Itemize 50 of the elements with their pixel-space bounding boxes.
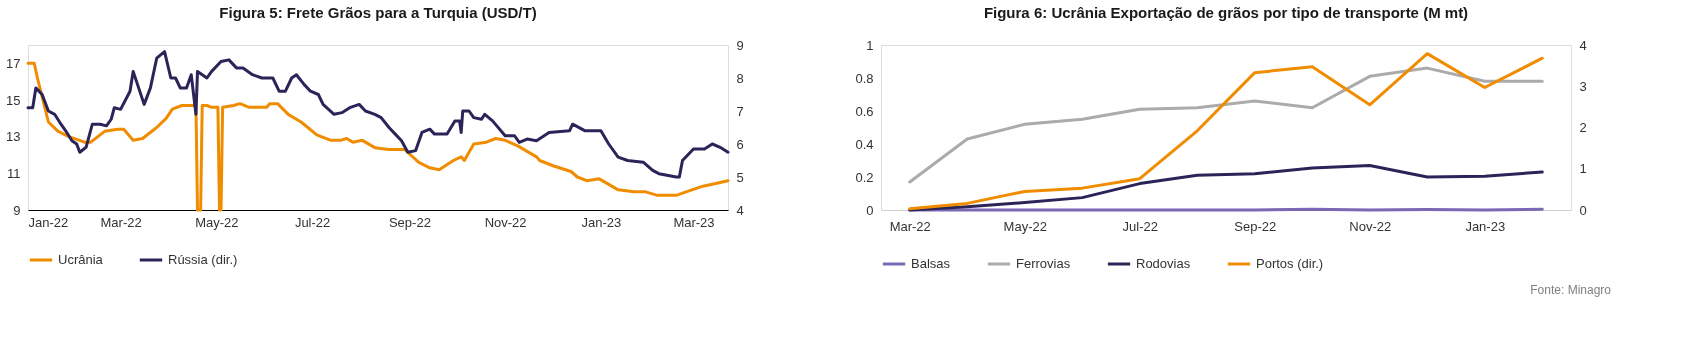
y2-tick-label: 7 xyxy=(736,103,744,119)
x-tick-label: Jul-22 xyxy=(294,214,331,230)
x-tick-label: Sep-22 xyxy=(1234,218,1277,234)
x-tick-label: Jul-22 xyxy=(1122,218,1158,234)
x-tick-label: Jan-23 xyxy=(581,214,622,230)
y-tick-label: 13 xyxy=(6,129,21,145)
source-note: Fonte: Minagro xyxy=(1530,283,1612,297)
y-tick-label: 0.2 xyxy=(855,169,874,185)
chart-title: Figura 5: Frete Grãos para a Turquia (USD/T) xyxy=(219,4,537,21)
y2-tick-label: 4 xyxy=(1579,37,1587,53)
line-series xyxy=(908,52,1544,211)
line-series xyxy=(908,163,1544,212)
y2-tick-label: 0 xyxy=(1579,202,1587,218)
chart-title: Figura 6: Ucrânia Exportação de grãos por tipo de transporte (M mt) xyxy=(983,4,1469,21)
y-tick-label: 17 xyxy=(6,55,21,71)
x-tick-label: Nov-22 xyxy=(484,214,527,230)
x-tick-label: May-22 xyxy=(1003,218,1047,234)
line-series xyxy=(908,66,1544,184)
y-tick-label: 1 xyxy=(866,37,874,53)
y2-tick-label: 1 xyxy=(1579,161,1587,177)
y-tick-label: 9 xyxy=(13,202,21,218)
x-tick-label: Nov-22 xyxy=(1349,218,1392,234)
legend-label: Rodovias xyxy=(1136,256,1191,271)
line-series xyxy=(26,50,730,179)
legend-label: Ucrânia xyxy=(58,252,104,267)
x-tick-label: Mar-22 xyxy=(100,214,142,230)
x-tick-label: Jan-23 xyxy=(1465,218,1506,234)
y-tick-label: 11 xyxy=(7,165,21,181)
y-tick-label: 0.6 xyxy=(855,103,874,119)
x-tick-label: Mar-23 xyxy=(673,214,715,230)
y-tick-label: 15 xyxy=(6,92,21,108)
legend-label: Balsas xyxy=(911,256,951,271)
y-tick-label: 0.4 xyxy=(855,136,874,152)
y2-tick-label: 4 xyxy=(736,202,744,218)
y2-tick-label: 9 xyxy=(736,37,744,53)
x-tick-label: Jan-22 xyxy=(28,214,69,230)
x-tick-label: Mar-22 xyxy=(889,218,931,234)
x-tick-label: Sep-22 xyxy=(388,214,431,230)
y-tick-label: 0.8 xyxy=(855,70,874,86)
x-tick-label: May-22 xyxy=(195,214,239,230)
y2-tick-label: 3 xyxy=(1579,78,1587,94)
y2-tick-label: 2 xyxy=(1579,120,1587,135)
y-tick-label: 0 xyxy=(866,202,874,218)
legend-label: Rússia (dir.) xyxy=(168,252,238,267)
y2-tick-label: 8 xyxy=(736,70,744,86)
legend-label: Portos (dir.) xyxy=(1256,256,1324,271)
line-series xyxy=(26,61,730,212)
y2-tick-label: 6 xyxy=(736,136,744,152)
y2-tick-label: 5 xyxy=(736,169,744,185)
legend-label: Ferrovias xyxy=(1016,256,1071,271)
